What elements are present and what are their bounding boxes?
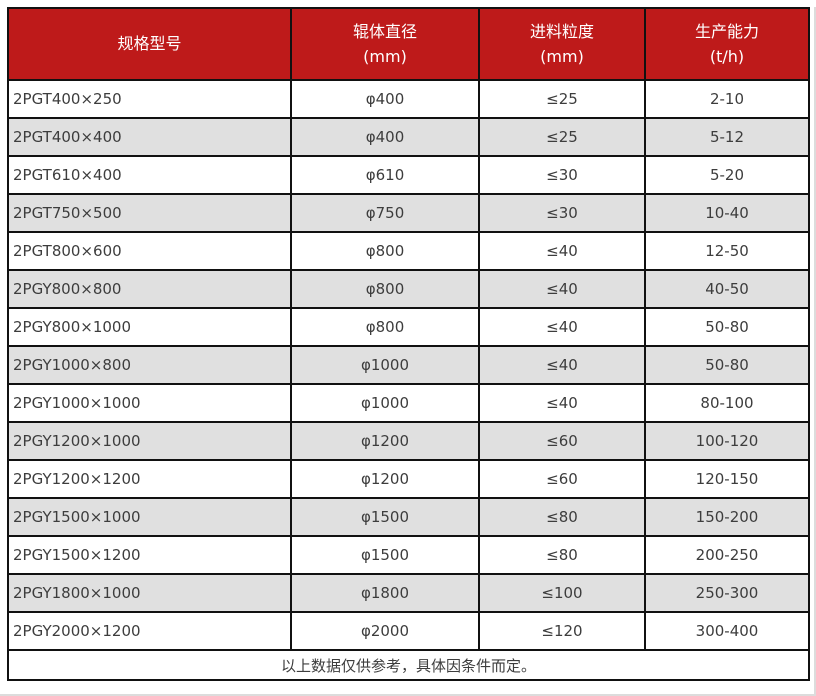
table-row: 2PGT750×500 φ750 ≤30 10-40 [7,193,810,233]
cell-roller-diameter: φ1200 [290,421,480,461]
cell-feed-size: ≤40 [478,345,646,385]
cell-roller-diameter: φ800 [290,307,480,347]
cell-capacity: 12-50 [644,231,810,271]
cell-capacity: 150-200 [644,497,810,537]
cell-roller-diameter: φ1000 [290,345,480,385]
cell-feed-size: ≤40 [478,269,646,309]
cell-model: 2PGT400×400 [7,117,292,157]
cell-feed-size: ≤40 [478,307,646,347]
cell-roller-diameter: φ800 [290,231,480,271]
cell-feed-size: ≤30 [478,193,646,233]
cell-roller-diameter: φ1800 [290,573,480,613]
cell-feed-size: ≤25 [478,79,646,119]
cell-model: 2PGY1200×1200 [7,459,292,499]
cell-capacity: 10-40 [644,193,810,233]
spec-table: 规格型号 辊体直径 (mm) 进料粒度 (mm) 生产能力 (t/h) 2PGT… [7,7,810,681]
cell-model: 2PGY1800×1000 [7,573,292,613]
column-unit: (mm) [363,47,407,66]
cell-roller-diameter: φ1500 [290,497,480,537]
cell-feed-size: ≤80 [478,497,646,537]
cell-capacity: 120-150 [644,459,810,499]
cell-feed-size: ≤40 [478,383,646,423]
table-row: 2PGY1000×800 φ1000 ≤40 50-80 [7,345,810,385]
cell-model: 2PGY2000×1200 [7,611,292,651]
cell-feed-size: ≤100 [478,573,646,613]
cell-capacity: 100-120 [644,421,810,461]
cell-feed-size: ≤30 [478,155,646,195]
table-row: 2PGY1500×1200 φ1500 ≤80 200-250 [7,535,810,575]
column-unit: (mm) [540,47,584,66]
cell-roller-diameter: φ800 [290,269,480,309]
table-row: 2PGT400×400 φ400 ≤25 5-12 [7,117,810,157]
cell-model: 2PGY1500×1200 [7,535,292,575]
cell-model: 2PGY1000×800 [7,345,292,385]
cell-model: 2PGT400×250 [7,79,292,119]
cell-capacity: 5-20 [644,155,810,195]
footer-note: 以上数据仅供参考，具体因条件而定。 [7,649,810,681]
cell-roller-diameter: φ1500 [290,535,480,575]
cell-capacity: 200-250 [644,535,810,575]
cell-roller-diameter: φ610 [290,155,480,195]
cell-model: 2PGY800×800 [7,269,292,309]
cell-capacity: 5-12 [644,117,810,157]
cell-capacity: 300-400 [644,611,810,651]
cell-feed-size: ≤80 [478,535,646,575]
cell-model: 2PGT750×500 [7,193,292,233]
cell-feed-size: ≤60 [478,421,646,461]
cell-roller-diameter: φ1200 [290,459,480,499]
cell-model: 2PGY1000×1000 [7,383,292,423]
column-title: 辊体直径 [352,22,417,41]
column-title: 进料粒度 [529,22,594,41]
cell-model: 2PGT610×400 [7,155,292,195]
spec-table-header: 规格型号 辊体直径 (mm) 进料粒度 (mm) 生产能力 (t/h) [7,7,810,81]
table-row: 2PGT400×250 φ400 ≤25 2-10 [7,79,810,119]
column-title: 生产能力 [694,22,759,41]
header-cell-feed-size: 进料粒度 (mm) [478,7,646,81]
cell-feed-size: ≤40 [478,231,646,271]
spec-table-body: 2PGT400×250 φ400 ≤25 2-10 2PGT400×400 φ4… [7,79,810,651]
table-row: 2PGY2000×1200 φ2000 ≤120 300-400 [7,611,810,651]
cell-capacity: 80-100 [644,383,810,423]
header-cell-capacity: 生产能力 (t/h) [644,7,810,81]
cell-roller-diameter: φ400 [290,79,480,119]
cell-capacity: 250-300 [644,573,810,613]
column-title: 规格型号 [117,34,182,53]
column-unit: (t/h) [709,47,745,66]
table-row: 2PGY800×800 φ800 ≤40 40-50 [7,269,810,309]
table-row: 2PGY1200×1200 φ1200 ≤60 120-150 [7,459,810,499]
spec-table-footer: 以上数据仅供参考，具体因条件而定。 [7,649,810,681]
header-row: 规格型号 辊体直径 (mm) 进料粒度 (mm) 生产能力 (t/h) [7,7,810,81]
table-row: 2PGY1200×1000 φ1200 ≤60 100-120 [7,421,810,461]
cell-feed-size: ≤60 [478,459,646,499]
cell-capacity: 50-80 [644,345,810,385]
table-row: 2PGY1000×1000 φ1000 ≤40 80-100 [7,383,810,423]
table-row: 2PGY1800×1000 φ1800 ≤100 250-300 [7,573,810,613]
cell-roller-diameter: φ2000 [290,611,480,651]
header-cell-model: 规格型号 [7,7,292,81]
cell-model: 2PGY1200×1000 [7,421,292,461]
table-row: 2PGY1500×1000 φ1500 ≤80 150-200 [7,497,810,537]
cell-capacity: 2-10 [644,79,810,119]
cell-model: 2PGT800×600 [7,231,292,271]
cell-capacity: 40-50 [644,269,810,309]
header-cell-roller-diameter: 辊体直径 (mm) [290,7,480,81]
cell-roller-diameter: φ400 [290,117,480,157]
cell-roller-diameter: φ1000 [290,383,480,423]
table-row: 2PGT610×400 φ610 ≤30 5-20 [7,155,810,195]
page: { "chart_data": { "type": "table", "colu… [0,7,816,696]
cell-feed-size: ≤120 [478,611,646,651]
table-row: 2PGT800×600 φ800 ≤40 12-50 [7,231,810,271]
table-row: 2PGY800×1000 φ800 ≤40 50-80 [7,307,810,347]
cell-capacity: 50-80 [644,307,810,347]
cell-model: 2PGY1500×1000 [7,497,292,537]
cell-model: 2PGY800×1000 [7,307,292,347]
footer-row: 以上数据仅供参考，具体因条件而定。 [7,649,810,681]
cell-feed-size: ≤25 [478,117,646,157]
cell-roller-diameter: φ750 [290,193,480,233]
